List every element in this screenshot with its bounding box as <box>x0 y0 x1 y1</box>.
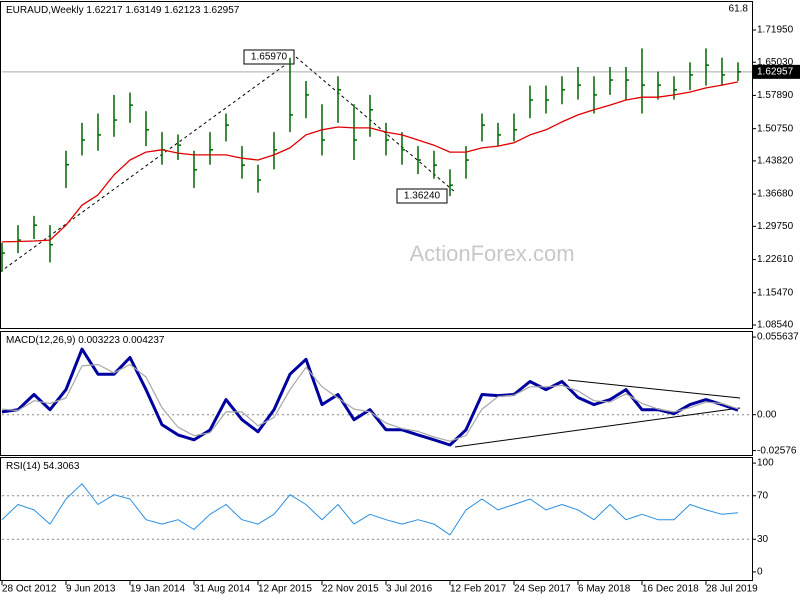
x-tick-label: 12 Apr 2015 <box>258 584 312 595</box>
annotation: 1.65970 <box>251 52 288 63</box>
low: 1.62123 <box>164 5 201 16</box>
y-tick-label: 1.22610 <box>757 254 794 265</box>
fib-label: 61.8 <box>729 4 749 15</box>
macd-header: MACD(12,26,9) 0.003223 0.004237 <box>6 335 165 346</box>
macd-trend-line <box>567 379 741 399</box>
watermark: ActionForex.com <box>409 241 574 266</box>
symbol: EURAUD,Weekly <box>6 5 84 16</box>
x-tick-label: 31 Aug 2014 <box>194 584 251 595</box>
annotation-box <box>243 49 295 65</box>
indicator-title: RSI(14) <box>6 461 40 472</box>
rsi-header: RSI(14) 54.3063 <box>6 461 80 472</box>
y-tick-label: 0.055637 <box>757 332 799 343</box>
y-tick-label: 0.00 <box>757 409 777 420</box>
open: 1.62217 <box>86 5 123 16</box>
macd-panel <box>0 331 753 456</box>
x-tick-label: 6 May 2018 <box>578 584 631 595</box>
series-line <box>1 81 739 243</box>
y-tick-label: 100 <box>757 458 774 469</box>
y-tick-label: 1.08540 <box>757 320 794 331</box>
x-tick-label: 28 Oct 2012 <box>2 584 57 595</box>
y-tick-label: 1.65030 <box>757 57 794 68</box>
y-tick-label: 1.36680 <box>757 189 794 200</box>
trend-line <box>0 56 297 273</box>
x-tick-label: 19 Jan 2014 <box>130 584 185 595</box>
x-tick-label: 16 Dec 2018 <box>642 584 699 595</box>
indicator-title: MACD(12,26,9) <box>6 335 75 346</box>
last-price-box <box>753 64 800 79</box>
series-line <box>1 483 739 536</box>
y-tick-label: 1.71950 <box>757 25 794 36</box>
readout: 54.3063 <box>43 461 80 472</box>
series-line <box>1 363 739 442</box>
high: 1.63149 <box>125 5 162 16</box>
y-tick-label: 0 <box>757 567 763 578</box>
series-line <box>1 347 739 447</box>
rsi-panel <box>0 457 753 581</box>
y-tick-label: 1.43820 <box>757 156 794 167</box>
annotation-box <box>396 188 448 204</box>
y-tick-label: -0.02576 <box>757 445 797 456</box>
close: 1.62957 <box>203 5 240 16</box>
price-panel <box>0 1 753 329</box>
x-tick-label: 12 Feb 2017 <box>450 584 507 595</box>
readout: 0.004237 <box>123 335 165 346</box>
x-tick-label: 3 Jul 2016 <box>386 584 433 595</box>
y-tick-label: 70 <box>757 490 769 501</box>
annotation: 1.36240 <box>404 191 441 202</box>
x-tick-label: 24 Sep 2017 <box>514 584 571 595</box>
x-tick-label: 22 Nov 2015 <box>322 584 379 595</box>
readout: 0.003223 <box>78 335 120 346</box>
y-tick-label: 30 <box>757 534 769 545</box>
y-tick-label: 1.29750 <box>757 221 794 232</box>
price-header: EURAUD,Weekly 1.62217 1.63149 1.62123 1.… <box>6 5 240 16</box>
y-tick-label: 1.50750 <box>757 123 794 134</box>
x-tick-label: 9 Jun 2013 <box>66 584 116 595</box>
x-tick-label: 28 Jul 2019 <box>706 584 758 595</box>
macd-trend-line <box>454 407 741 448</box>
last-price-label: 1.62957 <box>757 66 794 77</box>
trend-line <box>295 56 456 193</box>
y-tick-label: 1.57890 <box>757 90 794 101</box>
y-tick-label: 1.15470 <box>757 287 794 298</box>
